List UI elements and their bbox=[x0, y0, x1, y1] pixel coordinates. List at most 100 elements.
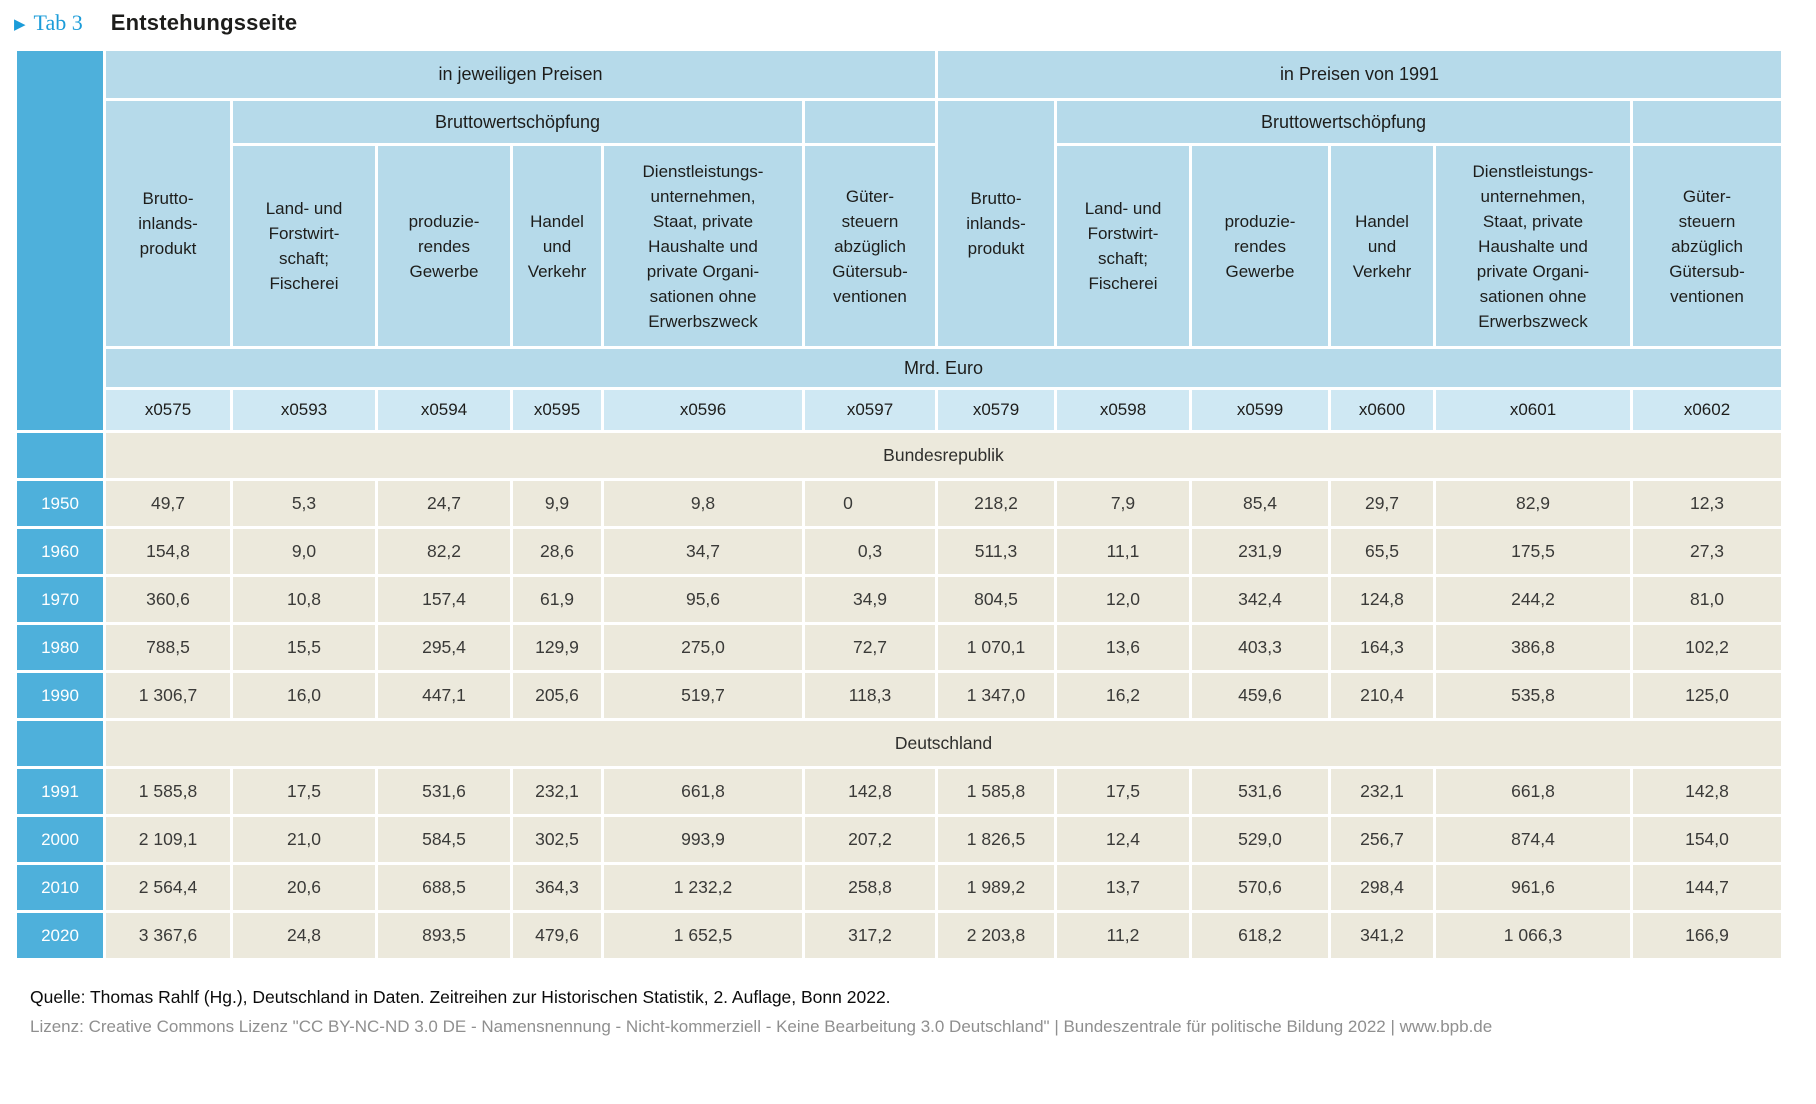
column-header-row: Land- und Forstwirt- schaft; Fischerei p… bbox=[17, 146, 1781, 346]
value-cell: 16,0 bbox=[233, 673, 375, 718]
value-cell: 12,0 bbox=[1057, 577, 1189, 622]
table-row: 1970 360,6 10,8 157,4 61,9 95,6 34,9 804,5 12,0 3… bbox=[17, 577, 1781, 622]
column-header: Handel und Verkehr bbox=[1331, 146, 1433, 346]
value-cell: 1 585,8 bbox=[938, 769, 1054, 814]
value-cell: 2 203,8 bbox=[938, 913, 1054, 958]
column-header: Güter- steuern abzüglich Gütersub- venti… bbox=[1633, 146, 1781, 346]
value-cell: 874,4 bbox=[1436, 817, 1630, 862]
value-cell: 125,0 bbox=[1633, 673, 1781, 718]
series-code: x0598 bbox=[1057, 390, 1189, 430]
value-cell: 529,0 bbox=[1192, 817, 1328, 862]
series-code: x0599 bbox=[1192, 390, 1328, 430]
table-row: 1960 154,8 9,0 82,2 28,6 34,7 0,3 511,3 11,1 231,… bbox=[17, 529, 1781, 574]
value-cell: 11,2 bbox=[1057, 913, 1189, 958]
value-cell: 9,8 bbox=[604, 481, 802, 526]
value-cell: 24,8 bbox=[233, 913, 375, 958]
value-cell: 164,3 bbox=[1331, 625, 1433, 670]
value-cell: 207,2 bbox=[805, 817, 935, 862]
price-band-row: in jeweiligen Preisen in Preisen von 199… bbox=[17, 51, 1781, 430]
value-cell: 661,8 bbox=[604, 769, 802, 814]
unit-label: Mrd. Euro bbox=[106, 349, 1781, 387]
value-cell: 129,9 bbox=[513, 625, 601, 670]
value-cell: 531,6 bbox=[1192, 769, 1328, 814]
value-cell: 12,4 bbox=[1057, 817, 1189, 862]
value-cell: 403,3 bbox=[1192, 625, 1328, 670]
value-cell: 519,7 bbox=[604, 673, 802, 718]
year-cell-empty bbox=[17, 721, 103, 766]
series-code: x0575 bbox=[106, 390, 230, 430]
value-cell: 21,0 bbox=[233, 817, 375, 862]
row-year: 1970 bbox=[17, 577, 103, 622]
value-cell: 584,5 bbox=[378, 817, 510, 862]
value-cell: 81,0 bbox=[1633, 577, 1781, 622]
value-cell: 256,7 bbox=[1331, 817, 1433, 862]
value-cell: 157,4 bbox=[378, 577, 510, 622]
value-cell: 688,5 bbox=[378, 865, 510, 910]
value-cell: 27,3 bbox=[1633, 529, 1781, 574]
row-year: 1990 bbox=[17, 673, 103, 718]
column-header: Land- und Forstwirt- schaft; Fischerei bbox=[233, 146, 375, 346]
value-cell: 142,8 bbox=[1633, 769, 1781, 814]
source-text: Quelle: Thomas Rahlf (Hg.), Deutschland … bbox=[30, 987, 891, 1007]
section-label: Bundesrepublik bbox=[106, 433, 1781, 478]
value-cell: 447,1 bbox=[378, 673, 510, 718]
value-cell: 535,8 bbox=[1436, 673, 1630, 718]
value-cell: 17,5 bbox=[233, 769, 375, 814]
value-cell: 205,6 bbox=[513, 673, 601, 718]
value-cell: 16,2 bbox=[1057, 673, 1189, 718]
value-cell: 9,0 bbox=[233, 529, 375, 574]
value-cell: 144,7 bbox=[1633, 865, 1781, 910]
value-cell: 459,6 bbox=[1192, 673, 1328, 718]
value-cell: 11,1 bbox=[1057, 529, 1189, 574]
series-code: x0594 bbox=[378, 390, 510, 430]
table-title: ▶ Tab 3 Entstehungsseite bbox=[0, 0, 1816, 36]
value-cell: 9,9 bbox=[513, 481, 601, 526]
value-cell: 34,7 bbox=[604, 529, 802, 574]
column-header-bip: Brutto- inlands- produkt bbox=[938, 101, 1054, 346]
column-header-bip: Brutto- inlands- produkt bbox=[106, 101, 230, 346]
value-cell: 65,5 bbox=[1331, 529, 1433, 574]
row-year: 1991 bbox=[17, 769, 103, 814]
value-cell: 29,7 bbox=[1331, 481, 1433, 526]
value-cell: 570,6 bbox=[1192, 865, 1328, 910]
license-text: Lizenz: Creative Commons Lizenz "CC BY-N… bbox=[30, 1017, 1493, 1036]
value-cell: 1 066,3 bbox=[1436, 913, 1630, 958]
column-header: Dienstleistungs- unternehmen, Staat, pri… bbox=[604, 146, 802, 346]
value-cell: 154,0 bbox=[1633, 817, 1781, 862]
value-cell: 1 585,8 bbox=[106, 769, 230, 814]
value-cell: 12,3 bbox=[1633, 481, 1781, 526]
corner-cell bbox=[17, 51, 103, 430]
value-cell: 804,5 bbox=[938, 577, 1054, 622]
value-cell: 154,8 bbox=[106, 529, 230, 574]
column-header: Güter- steuern abzüglich Gütersub- venti… bbox=[805, 146, 935, 346]
value-cell: 118,3 bbox=[805, 673, 935, 718]
blank-header-cell bbox=[1633, 101, 1781, 143]
value-cell: 85,4 bbox=[1192, 481, 1328, 526]
value-cell: 0 bbox=[805, 481, 935, 526]
table-row: 1980 788,5 15,5 295,4 129,9 275,0 72,7 1 070,1 1… bbox=[17, 625, 1781, 670]
value-cell: 28,6 bbox=[513, 529, 601, 574]
value-cell: 102,2 bbox=[1633, 625, 1781, 670]
value-cell: 298,4 bbox=[1331, 865, 1433, 910]
page-title: Entstehungsseite bbox=[110, 10, 298, 35]
value-cell: 166,9 bbox=[1633, 913, 1781, 958]
series-code: x0596 bbox=[604, 390, 802, 430]
value-cell: 61,9 bbox=[513, 577, 601, 622]
series-code: x0602 bbox=[1633, 390, 1781, 430]
table-row: 1950 49,7 5,3 24,7 9,9 9,8 0 218,2 7,9 85,4 29,7 82… bbox=[17, 481, 1781, 526]
table-row: 2020 3 367,6 24,8 893,5 479,6 1 652,5 317,2 2 2… bbox=[17, 913, 1781, 958]
value-cell: 0,3 bbox=[805, 529, 935, 574]
column-header: produzie- rendes Gewerbe bbox=[1192, 146, 1328, 346]
series-code: x0579 bbox=[938, 390, 1054, 430]
blank-header-cell bbox=[805, 101, 935, 143]
year-cell-empty bbox=[17, 433, 103, 478]
column-header: Land- und Forstwirt- schaft; Fischerei bbox=[1057, 146, 1189, 346]
value-cell: 175,5 bbox=[1436, 529, 1630, 574]
value-cell: 342,4 bbox=[1192, 577, 1328, 622]
value-cell: 479,6 bbox=[513, 913, 601, 958]
value-cell: 341,2 bbox=[1331, 913, 1433, 958]
series-code: x0595 bbox=[513, 390, 601, 430]
band-prices-1991: in Preisen von 1991 bbox=[938, 51, 1781, 98]
section-row: Bundesrepublik bbox=[17, 433, 1781, 478]
value-cell: 788,5 bbox=[106, 625, 230, 670]
